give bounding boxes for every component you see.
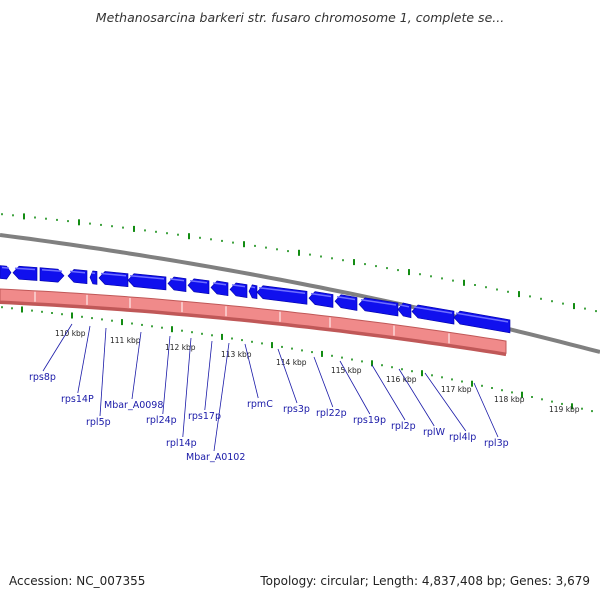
gene-arrow-highlight [129, 274, 165, 280]
gene-leader-line [162, 335, 171, 415]
kbp-label: 110 kbp [55, 329, 86, 338]
gene-label: Mbar_A0098 [104, 400, 163, 411]
gene-label: rplW [423, 427, 446, 438]
gc-skew-outer-track [1, 213, 597, 313]
gene-leader-line [131, 331, 142, 400]
gene-arrow-highlight [258, 286, 306, 295]
gene-leader-line [473, 382, 499, 438]
gene-leader-line [182, 337, 192, 438]
feature-band-shadow [0, 301, 507, 357]
gene-label: rpl5p [86, 417, 111, 428]
gene-label: rps3p [283, 404, 310, 415]
gene-leader-line [204, 340, 213, 411]
kbp-label: 116 kbp [386, 375, 417, 384]
gene-arrow-highlight [399, 304, 410, 308]
gene-arrow-highlight [250, 286, 256, 289]
gene-leader-line [213, 342, 230, 452]
gc-skew-inner-track [1, 306, 593, 413]
kbp-label: 117 kbp [441, 385, 472, 394]
gene-label: Mbar_A0102 [186, 452, 245, 463]
kbp-label: 111 kbp [110, 336, 141, 345]
gene-leader-line [424, 372, 467, 432]
accession-label: Accession: NC_007355 [9, 574, 146, 588]
kbp-label: 112 kbp [165, 343, 196, 352]
gene-arrow-highlight [455, 312, 509, 323]
gene-arrow-highlight [413, 306, 453, 314]
gene-leader-line [42, 323, 73, 372]
kbp-label: 113 kbp [221, 350, 252, 359]
kbp-scale: 110 kbp 111 kbp 112 kbp 113 kbp 114 kbp 115 k… [55, 329, 580, 414]
gene-arrow-highlight [1, 266, 10, 269]
gene-label: rpl4lp [449, 432, 476, 443]
gene-label: rpl22p [316, 408, 347, 419]
gene-arrow-highlight [69, 270, 86, 274]
gene-arrow-highlight [169, 278, 185, 282]
gene-arrow-highlight [310, 292, 332, 298]
gene-arrow-track [0, 265, 511, 334]
gene-labels: rps8p rps14P rpl5p Mbar_A0098 rpl24p rpl14p rp… [29, 323, 509, 463]
kbp-label: 114 kbp [276, 358, 307, 367]
kbp-label: 118 kbp [494, 395, 525, 404]
map-title: Methanosarcina barkeri str. fusaro chrom… [95, 10, 505, 25]
gene-arrow-highlight [189, 280, 208, 284]
gene-label: rps14P [61, 394, 94, 405]
topology-label: Topology: circular; Length: 4,837,408 bp… [260, 574, 590, 588]
gene-arrow [453, 310, 511, 334]
gene-label: rps17p [188, 411, 221, 422]
gene-arrow-highlight [231, 284, 246, 288]
gene-label: rpmC [247, 399, 273, 410]
gene-leader-line [339, 360, 371, 415]
gene-arrow-highlight [41, 268, 63, 272]
gene-label: rpl14p [166, 438, 197, 449]
gene-label: rps19p [353, 415, 386, 426]
gene-arrow-highlight [14, 267, 36, 271]
gene-leader-line [371, 364, 406, 421]
gene-arrow-highlight [91, 272, 96, 275]
gene-leader-line [244, 343, 259, 399]
feature-band [0, 288, 507, 357]
gene-label: rps8p [29, 372, 56, 383]
gene-arrow-highlight [360, 299, 397, 306]
gene-label: rpl3p [484, 438, 509, 449]
gene-leader-line [277, 348, 298, 404]
gene-leader-line [77, 325, 91, 394]
gene-arrow-highlight [212, 282, 227, 286]
gene-leader-line [313, 356, 334, 408]
kbp-label: 115 kbp [331, 366, 362, 375]
gene-label: rpl2p [391, 421, 416, 432]
gene-label: rpl24p [146, 415, 177, 426]
kbp-label: 119 kbp [549, 405, 580, 414]
gene-arrow [0, 265, 12, 280]
gene-arrow [256, 285, 308, 305]
gene-arrow [89, 270, 98, 285]
gene-leader-line [398, 368, 435, 427]
gene-arrow-highlight [336, 295, 356, 301]
gene-arrow-highlight [100, 272, 127, 277]
gene-leader-line [99, 327, 107, 417]
